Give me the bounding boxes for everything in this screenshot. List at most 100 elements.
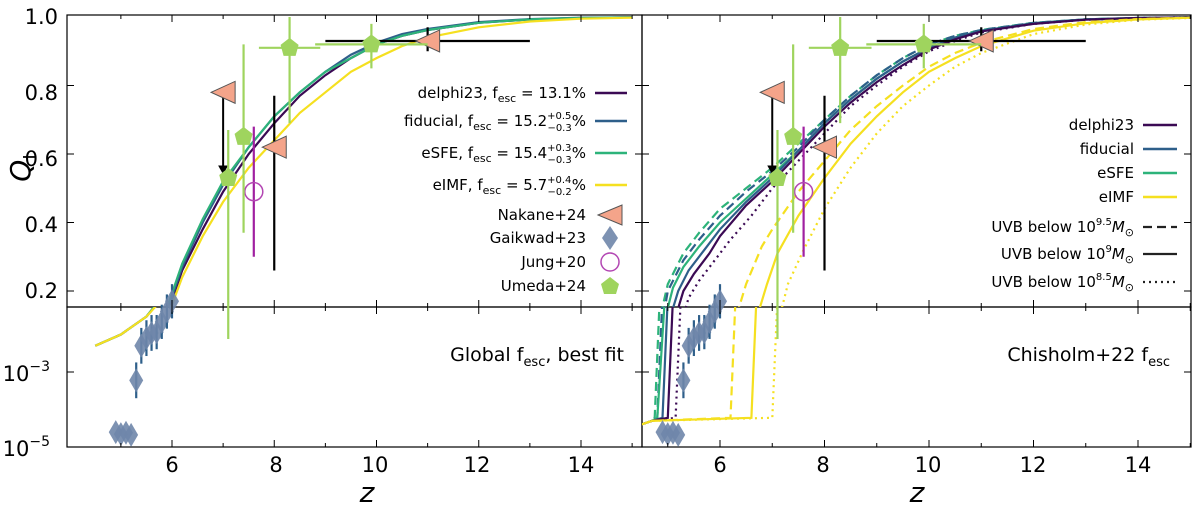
legend-label: eIMF (1099, 188, 1134, 206)
legend-label: UVB below 109.5M⊙ (991, 217, 1134, 239)
marker-gaikwad-23 (129, 368, 144, 393)
legend-right: delphi23 fiducial eSFE eIMF UVB below 10… (991, 116, 1177, 294)
legend-marker-jung (600, 252, 620, 272)
marker-umeda-24 (914, 34, 933, 53)
model-line-uvb-log (642, 307, 666, 426)
legend-label: eIMF, fesc = 5.7+0.4 −0.2% (433, 175, 586, 198)
model-line (169, 16, 633, 307)
y-tick-label: 0.8 (25, 81, 58, 105)
upper-limit-arrowhead (767, 165, 778, 175)
y-tick-label: 0.6 (25, 147, 58, 171)
legend-entry-gaikwad23: Gaikwad+23 (490, 226, 618, 250)
x-tick-label: 14 (1125, 453, 1152, 477)
legend-marker-gaikwad (602, 226, 618, 250)
x-tick-label: 6 (713, 453, 726, 477)
model-line-uvb (780, 16, 1191, 307)
marker-umeda-24 (768, 167, 787, 186)
legend-label: UVB below 108.5M⊙ (991, 272, 1134, 294)
model-line-uvb (661, 16, 1191, 307)
legend-entry-nakane24: Nakane+24 (498, 204, 623, 226)
legend-label: Jung+20 (520, 253, 586, 271)
marker-umeda-24 (280, 37, 299, 56)
model-line-uvb-log (642, 307, 758, 426)
legend-entry-uvb-9: UVB below 109M⊙ (1001, 244, 1177, 266)
x-tick-label: 8 (816, 453, 829, 477)
legend-label: eSFE, fesc = 15.4+0.3 −0.3% (421, 143, 586, 166)
model-line (166, 16, 633, 307)
model-line-uvb-log (642, 307, 779, 426)
legend-entry-delphi23-right: delphi23 (1069, 116, 1177, 134)
legend-left: delphi23, fesc = 13.1% fiducial, fesc = … (404, 84, 627, 295)
marker-umeda-24 (219, 167, 238, 186)
panel-bottom-right (641, 306, 1192, 448)
marker-nakane-24 (811, 135, 837, 159)
legend-entry-esfe-right: eSFE (1097, 164, 1177, 182)
model-line-uvb-log (642, 307, 674, 426)
legend-entry-delphi23: delphi23, fesc = 13.1% (418, 84, 627, 105)
model-line-uvb-log (642, 307, 661, 426)
marker-umeda-24 (831, 37, 850, 56)
model-line-uvb (758, 16, 1191, 307)
model-line-uvb-log (642, 307, 669, 426)
top-right-model-lines (661, 16, 1191, 307)
x-axis-title-right: z (909, 476, 926, 509)
model-line-uvb (663, 16, 1191, 307)
x-tick-label: 12 (464, 453, 491, 477)
x-tick-label: 8 (269, 453, 282, 477)
legend-marker-nakane (596, 204, 623, 226)
top-left-model-lines (166, 16, 633, 307)
legend-entry-uvb-8-5: UVB below 108.5M⊙ (991, 272, 1177, 294)
marker-nakane-24 (261, 135, 287, 159)
x-tick-label: 10 (915, 453, 942, 477)
legend-label: UVB below 109M⊙ (1001, 244, 1134, 266)
annotation-chisholm-fesc: Chisholm+22 fesc (1007, 344, 1170, 370)
model-line-uvb-log (642, 307, 682, 426)
marker-gaikwad-23 (676, 368, 691, 393)
legend-label: fiducial (1080, 140, 1134, 158)
y-tick-label-log: 10−3 (3, 359, 50, 386)
marker-jung-20 (793, 181, 814, 202)
marker-umeda-24 (234, 126, 253, 145)
legend-entry-fiducial: fiducial, fesc = 15.2+0.5 −0.3% (404, 111, 627, 134)
marker-jung-20 (244, 181, 264, 202)
x-tick-labels-right: 6 8 10 12 14 (713, 453, 1151, 477)
marker-nakane-24 (209, 80, 236, 105)
legend-marker-umeda (601, 277, 619, 294)
x-tick-label: 14 (568, 453, 595, 477)
legend-label: eSFE (1097, 164, 1134, 182)
x-tick-label: 6 (165, 453, 178, 477)
legend-label: delphi23 (1069, 116, 1134, 134)
y-tick-label: 1.0 (25, 5, 58, 29)
y-tick-labels-top: 0.2 0.4 0.6 0.8 1.0 (25, 5, 58, 303)
marker-umeda-24 (362, 34, 381, 53)
x-tick-label: 12 (1020, 453, 1047, 477)
x-tick-labels-left: 6 8 10 12 14 (165, 453, 594, 477)
legend-entry-umeda24: Umeda+24 (501, 277, 619, 295)
legend-label: Umeda+24 (501, 277, 586, 295)
legend-label: Nakane+24 (498, 206, 586, 224)
y-tick-label: 0.2 (25, 279, 58, 303)
marker-nakane-24 (968, 29, 994, 53)
marker-nakane-24 (414, 29, 441, 53)
observation-markers (108, 17, 1086, 447)
y-tick-label: 0.4 (25, 213, 58, 237)
axis-ticks (67, 15, 1191, 448)
marker-gaikwad-23 (124, 422, 139, 447)
legend-entry-fiducial-right: fiducial (1080, 140, 1177, 158)
legend-label: Gaikwad+23 (490, 229, 586, 247)
model-line-uvb (738, 16, 1191, 307)
legend-entry-esfe: eSFE, fesc = 15.4+0.3 −0.3% (421, 143, 627, 166)
y-tick-label-log: 10−5 (3, 434, 50, 461)
annotation-global-fesc: Global fesc, best fit (450, 344, 624, 370)
marker-umeda-24 (784, 126, 803, 145)
legend-label: fiducial, fesc = 15.2+0.5 −0.3% (404, 111, 586, 134)
legend-entry-jung20: Jung+20 (520, 252, 620, 272)
y-axis-title: QI (4, 154, 41, 181)
x-axis-title-left: z (359, 476, 376, 509)
marker-nakane-24 (759, 80, 785, 105)
legend-entry-uvb-9-5: UVB below 109.5M⊙ (991, 217, 1177, 239)
upper-limit-arrowhead (218, 165, 229, 175)
model-line-uvb-log (642, 307, 737, 426)
legend-label: delphi23, fesc = 13.1% (418, 84, 586, 105)
